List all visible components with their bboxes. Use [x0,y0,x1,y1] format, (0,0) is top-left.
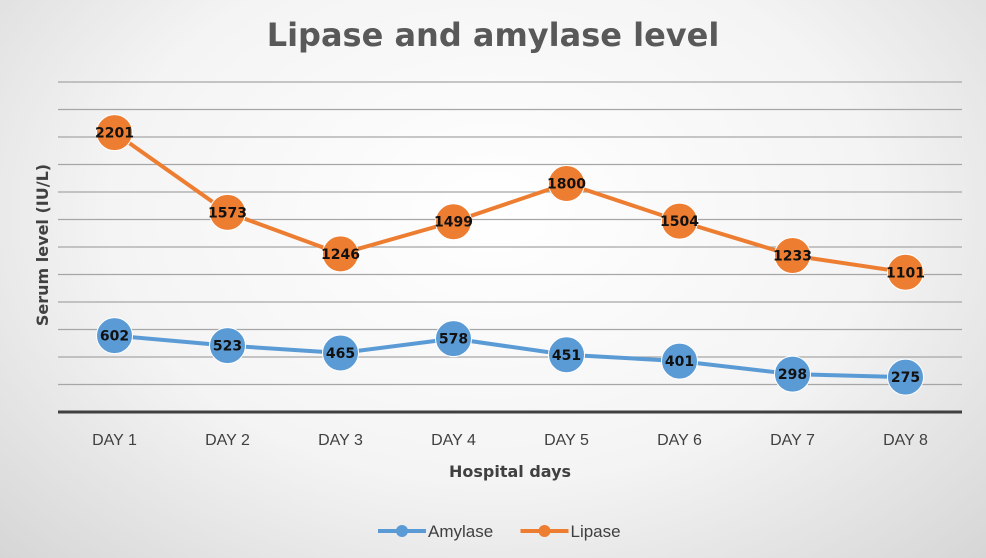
legend-marker [396,525,408,537]
y-axis-title: Serum level (IU/L) [33,164,52,326]
x-tick-label: DAY 7 [770,432,815,449]
chart-title: Lipase and amylase level [267,16,720,54]
data-label: 1233 [773,249,812,265]
data-label: 1246 [321,247,360,263]
gridlines [58,82,962,385]
legend-marker [539,525,551,537]
x-tick-label: DAY 1 [92,432,137,449]
chart: Lipase and amylase level Serum level (IU… [0,0,986,558]
x-tick-label: DAY 2 [205,432,250,449]
x-axis-title: Hospital days [449,462,571,481]
legend-item: Lipase [521,522,621,541]
legend-label: Amylase [428,522,493,541]
data-label: 298 [778,367,807,383]
series-lipase: 2201 1573 1246 1499 1800 1504 1233 1101 [95,115,925,291]
data-label: 465 [326,346,355,362]
legend-item: Amylase [378,522,493,541]
line-chart: Lipase and amylase level Serum level (IU… [0,0,986,558]
data-label: 2201 [95,126,134,142]
data-label: 401 [665,354,694,370]
data-label: 578 [439,332,468,348]
data-label: 451 [552,348,581,364]
legend: Amylase Lipase [378,522,621,541]
data-label: 1800 [547,177,586,193]
legend-label: Lipase [571,522,621,541]
data-label: 602 [100,329,129,345]
x-tick-labels: DAY 1 DAY 2 DAY 3 DAY 4 DAY 5 DAY 6 DAY 7 DAY 8 [92,432,928,449]
data-label: 523 [213,339,242,355]
data-label: 1504 [660,214,699,230]
data-label: 1499 [434,215,473,231]
x-tick-label: DAY 5 [544,432,589,449]
x-tick-label: DAY 4 [431,432,476,449]
x-tick-label: DAY 6 [657,432,702,449]
data-label: 1101 [886,265,925,281]
x-tick-label: DAY 8 [883,432,928,449]
x-tick-label: DAY 3 [318,432,363,449]
data-label: 1573 [208,205,247,221]
data-label: 275 [891,370,920,386]
series: 602 523 465 578 451 401 298 275 2201 1573 1246 1499… [95,115,925,395]
